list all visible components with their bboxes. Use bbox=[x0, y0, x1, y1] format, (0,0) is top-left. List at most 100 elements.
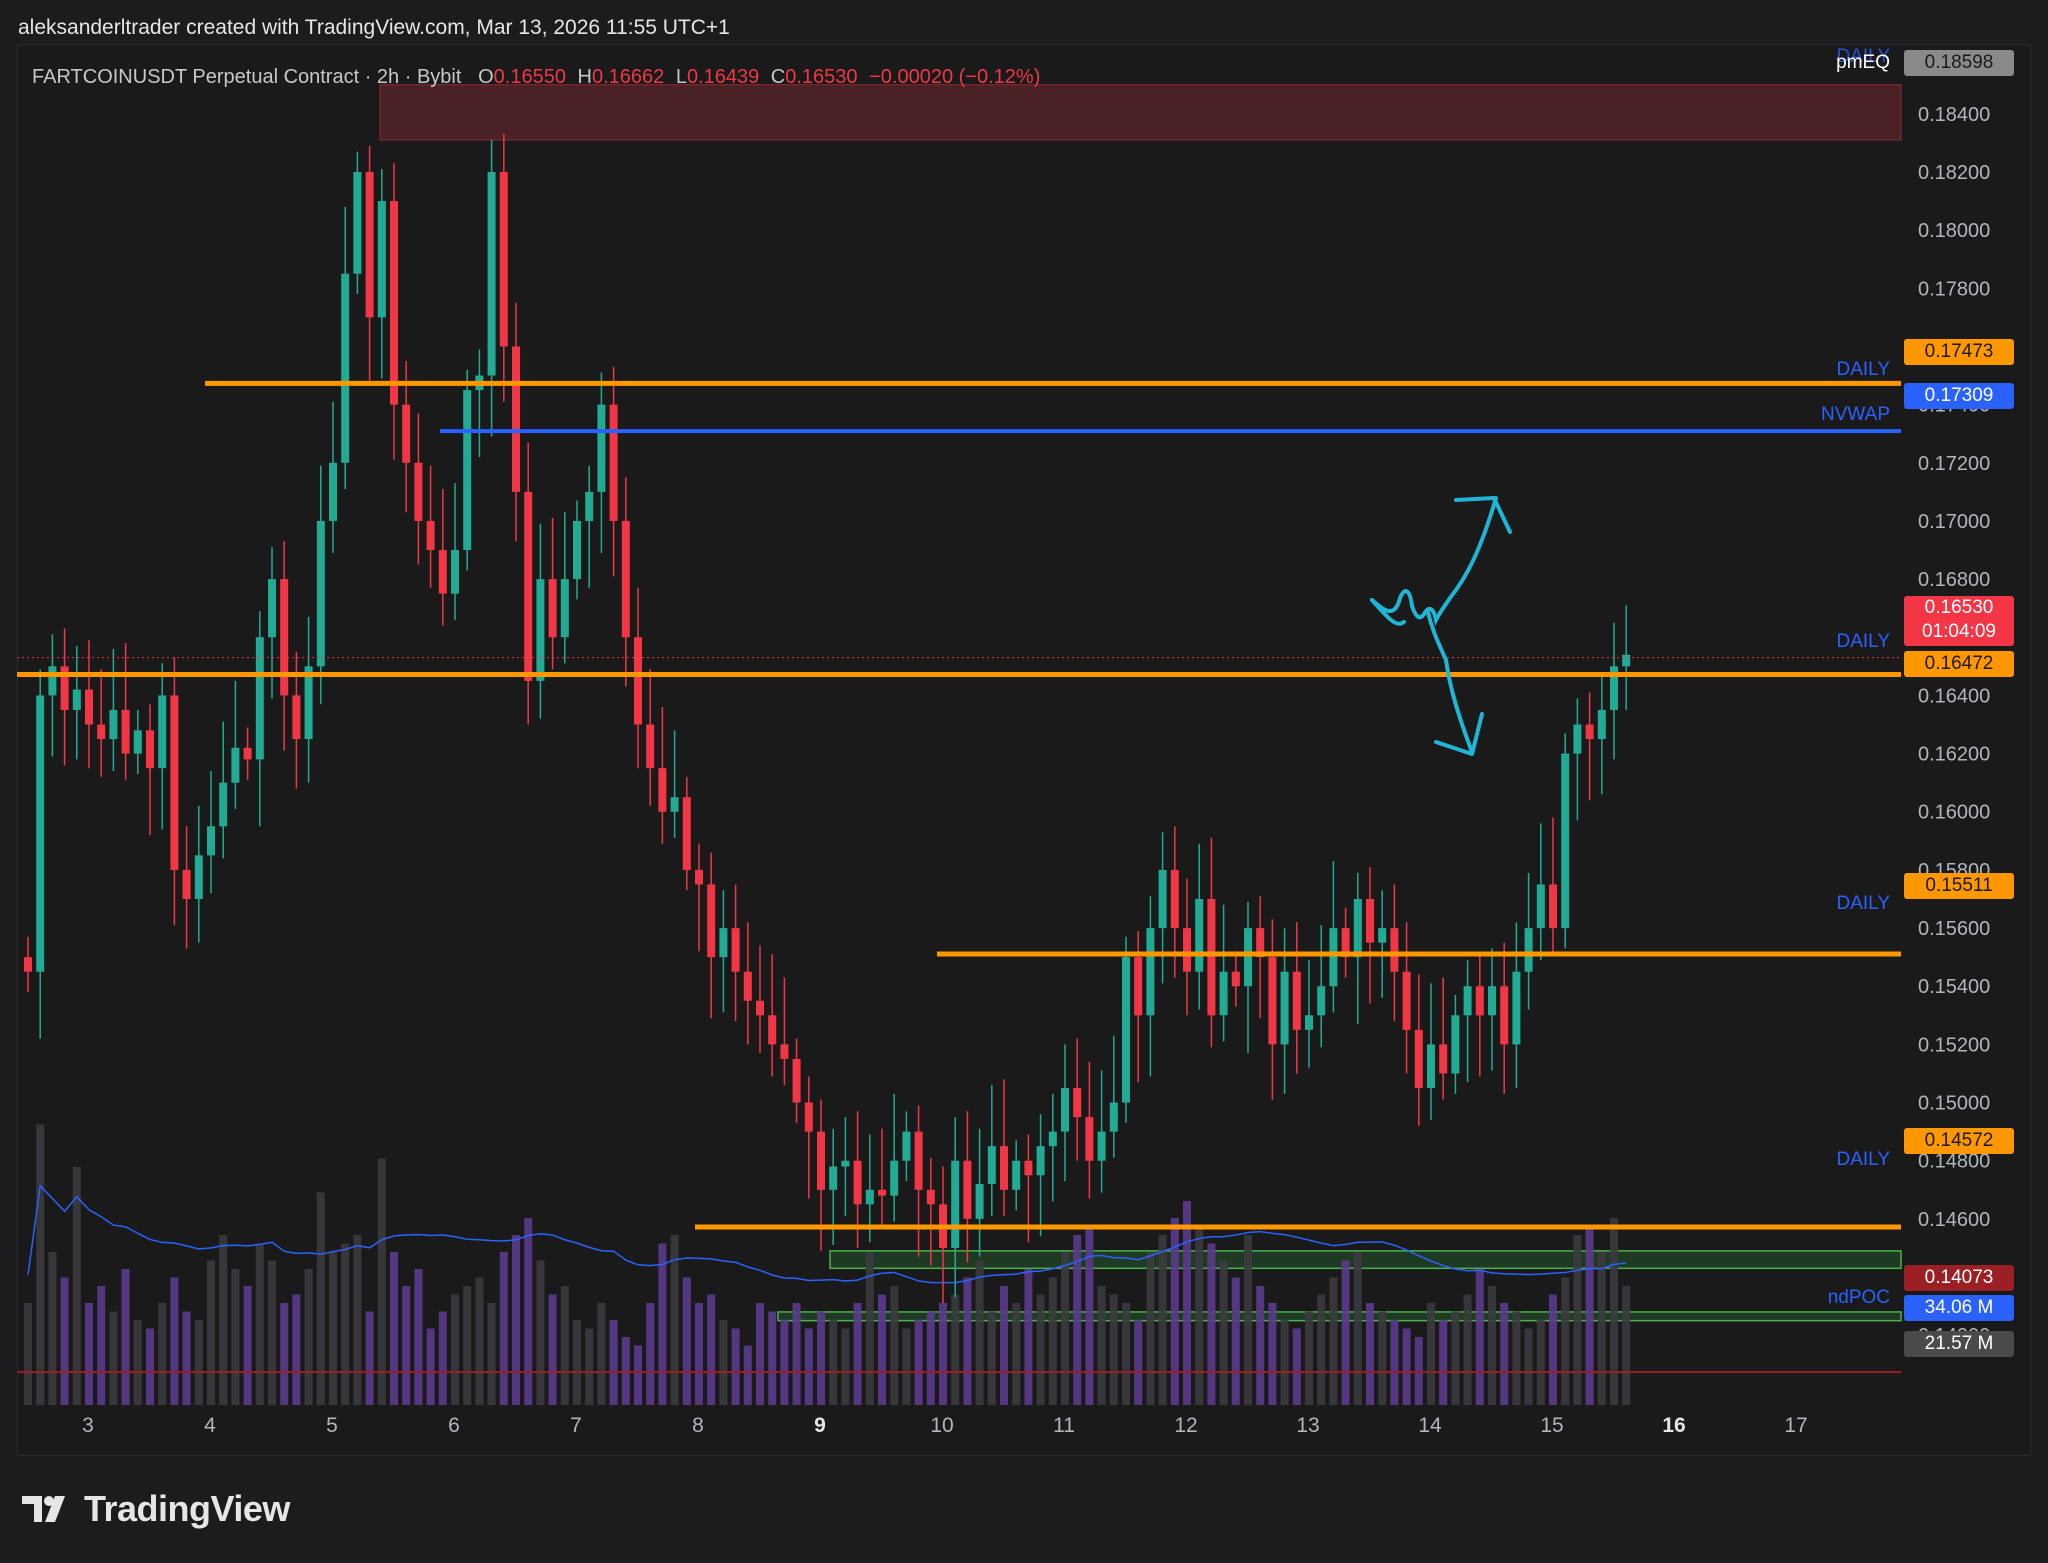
volume-tag: 21.57 M bbox=[1904, 1331, 2014, 1357]
candle-body bbox=[841, 1160, 850, 1167]
chart-caption: aleksanderltrader created with TradingVi… bbox=[18, 16, 730, 39]
candle-body bbox=[634, 637, 642, 725]
candle-body bbox=[1244, 928, 1252, 987]
volume-bar bbox=[146, 1328, 154, 1405]
volume-bar bbox=[743, 1345, 752, 1405]
candle-body bbox=[1073, 1088, 1082, 1118]
candle-body bbox=[231, 747, 240, 783]
volume-bar bbox=[1524, 1328, 1533, 1405]
candle-body bbox=[158, 695, 167, 769]
volume-bar bbox=[1231, 1277, 1240, 1405]
volume-bar bbox=[939, 1303, 947, 1405]
candle-body bbox=[1573, 724, 1582, 754]
volume-bar bbox=[1061, 1252, 1069, 1405]
candle-body bbox=[1048, 1131, 1057, 1147]
volume-bar bbox=[1378, 1311, 1387, 1405]
y-tick-label: 0.18200 bbox=[1918, 162, 1990, 184]
volume-bar bbox=[1536, 1320, 1545, 1405]
candle-body bbox=[426, 520, 435, 551]
price-tag-daily-1: 0.17473 bbox=[1904, 339, 2014, 365]
volume-bar bbox=[597, 1303, 606, 1405]
demand-zone-1 bbox=[829, 1250, 1902, 1270]
volume-bar bbox=[1414, 1337, 1423, 1405]
y-tick-label: 0.16400 bbox=[1918, 685, 1990, 707]
bar-countdown: 01:04:09 bbox=[1922, 621, 1996, 642]
x-tick-label: 9 bbox=[814, 1414, 826, 1437]
candle-body bbox=[670, 797, 679, 812]
volume-bar bbox=[207, 1260, 215, 1405]
supply-zone bbox=[379, 84, 1902, 141]
volume-bar bbox=[329, 1252, 337, 1405]
chart-frame[interactable] bbox=[17, 44, 2031, 1456]
candle-body bbox=[85, 689, 93, 725]
volume-bar bbox=[853, 1303, 862, 1405]
volume-ma-tag: 34.06 M bbox=[1904, 1295, 2014, 1321]
x-tick-label: 11 bbox=[1053, 1414, 1075, 1437]
candle-body bbox=[1488, 986, 1496, 1016]
volume-bar bbox=[609, 1320, 618, 1405]
volume-bar bbox=[475, 1277, 484, 1405]
candle-body bbox=[658, 768, 667, 812]
candle-body bbox=[1122, 957, 1130, 1103]
candle-body bbox=[280, 579, 289, 696]
candle-body bbox=[1341, 928, 1350, 958]
volume-bar bbox=[1427, 1303, 1435, 1405]
tradingview-logo[interactable]: TradingView bbox=[22, 1488, 290, 1530]
candle-body bbox=[1024, 1160, 1033, 1176]
volume-bar bbox=[341, 1243, 350, 1405]
level-label-nvwap: NVWAP bbox=[1821, 404, 1890, 425]
y-tick-label: 0.14600 bbox=[1918, 1209, 1990, 1231]
volume-bar bbox=[902, 1328, 911, 1405]
volume-bar bbox=[804, 1328, 813, 1405]
volume-bar bbox=[792, 1303, 801, 1405]
volume-bar bbox=[1109, 1294, 1118, 1405]
price-tag-nvwap: 0.17309 bbox=[1904, 383, 2014, 409]
candle-body bbox=[97, 724, 106, 740]
x-tick-label: 12 bbox=[1174, 1414, 1197, 1437]
candle-body bbox=[341, 273, 350, 463]
candle-body bbox=[548, 579, 557, 638]
volume-bar bbox=[658, 1243, 667, 1405]
candle-body bbox=[1183, 928, 1191, 972]
y-tick-label: 0.17800 bbox=[1918, 278, 1990, 300]
volume-bar bbox=[24, 1303, 32, 1405]
volume-bar bbox=[1475, 1269, 1484, 1405]
candle-body bbox=[743, 971, 752, 1001]
candle-body bbox=[914, 1131, 923, 1190]
open-value: 0.16550 bbox=[493, 66, 566, 88]
candle-body bbox=[219, 782, 228, 827]
volume-bar bbox=[524, 1218, 533, 1405]
volume-bar bbox=[60, 1277, 69, 1405]
volume-bar bbox=[1561, 1277, 1570, 1405]
x-tick-label: 6 bbox=[448, 1414, 460, 1437]
candle-body bbox=[1280, 971, 1289, 1045]
candle-body bbox=[1012, 1160, 1021, 1190]
volume-bar bbox=[182, 1311, 191, 1405]
volume-bar bbox=[353, 1235, 362, 1405]
volume-bar bbox=[72, 1167, 81, 1405]
candle-body bbox=[463, 390, 472, 551]
volume-bar bbox=[585, 1328, 594, 1405]
candle-body bbox=[487, 171, 496, 376]
candle-body bbox=[682, 797, 691, 870]
volume-bar bbox=[304, 1269, 313, 1405]
volume-bar bbox=[1134, 1320, 1143, 1405]
y-tick-label: 0.16800 bbox=[1918, 569, 1990, 591]
volume-bar bbox=[560, 1286, 569, 1405]
candle-body bbox=[243, 747, 252, 760]
volume-bar bbox=[1256, 1286, 1265, 1405]
close-value: 0.16530 bbox=[785, 66, 858, 88]
candle-body bbox=[1561, 753, 1570, 929]
volume-bar bbox=[1329, 1277, 1338, 1405]
volume-bar bbox=[1549, 1294, 1557, 1405]
volume-bar bbox=[48, 1252, 57, 1405]
x-tick-label: 17 bbox=[1784, 1414, 1807, 1437]
up-scenario-arrow bbox=[1370, 496, 1498, 627]
candle-body bbox=[780, 1044, 789, 1059]
volume-bar bbox=[194, 1320, 203, 1405]
candle-body bbox=[1414, 1029, 1423, 1089]
x-tick-label: 4 bbox=[204, 1414, 216, 1437]
volume-bar bbox=[951, 1294, 960, 1405]
volume-bar bbox=[365, 1311, 374, 1405]
